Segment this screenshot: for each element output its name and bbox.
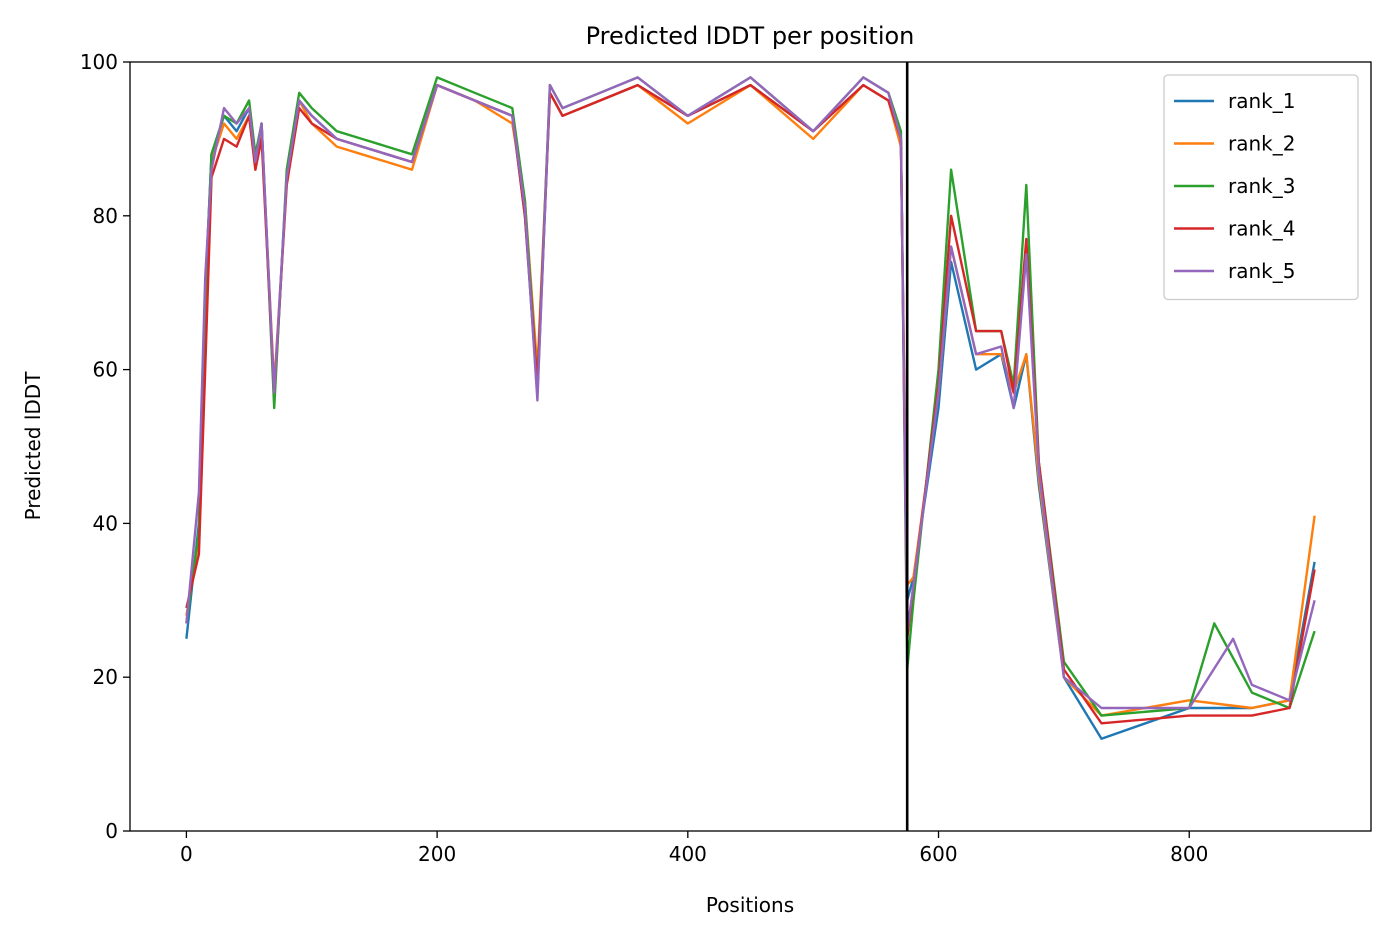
x-tick-label: 800 [1170, 842, 1208, 866]
series-line-rank_1 [185, 83, 1316, 740]
y-tick-label: 60 [93, 358, 118, 382]
legend-label-rank_5: rank_5 [1228, 259, 1295, 283]
y-tick-label: 0 [105, 819, 118, 843]
y-tick-label: 20 [93, 665, 118, 689]
x-axis-label: Positions [706, 893, 794, 917]
y-tick-label: 80 [93, 204, 118, 228]
axis-ticks: 0 200 400 600 800 0 20 40 60 80 100 [80, 50, 1209, 866]
y-tick-label: 40 [93, 511, 118, 535]
series-line-rank_4 [185, 83, 1316, 725]
x-tick-label: 600 [919, 842, 957, 866]
plot-area [185, 62, 1316, 831]
legend-label-rank_1: rank_1 [1228, 89, 1295, 113]
series-line-rank_2 [185, 83, 1316, 717]
legend-label-rank_4: rank_4 [1228, 217, 1295, 241]
x-tick-label: 0 [180, 842, 193, 866]
x-tick-label: 400 [669, 842, 707, 866]
series-line-rank_3 [185, 76, 1316, 717]
x-tick-label: 200 [418, 842, 456, 866]
legend: rank_1 rank_2 rank_3 rank_4 rank_5 [1163, 74, 1359, 301]
legend-label-rank_2: rank_2 [1228, 132, 1295, 156]
legend-box [1163, 74, 1359, 301]
series-line-rank_5 [185, 76, 1316, 710]
plot-frame [129, 61, 1372, 832]
legend-label-rank_3: rank_3 [1228, 174, 1295, 198]
y-tick-label: 100 [80, 50, 118, 74]
chart-title: Predicted lDDT per position [586, 22, 915, 50]
y-axis-label: Predicted lDDT [21, 371, 45, 521]
